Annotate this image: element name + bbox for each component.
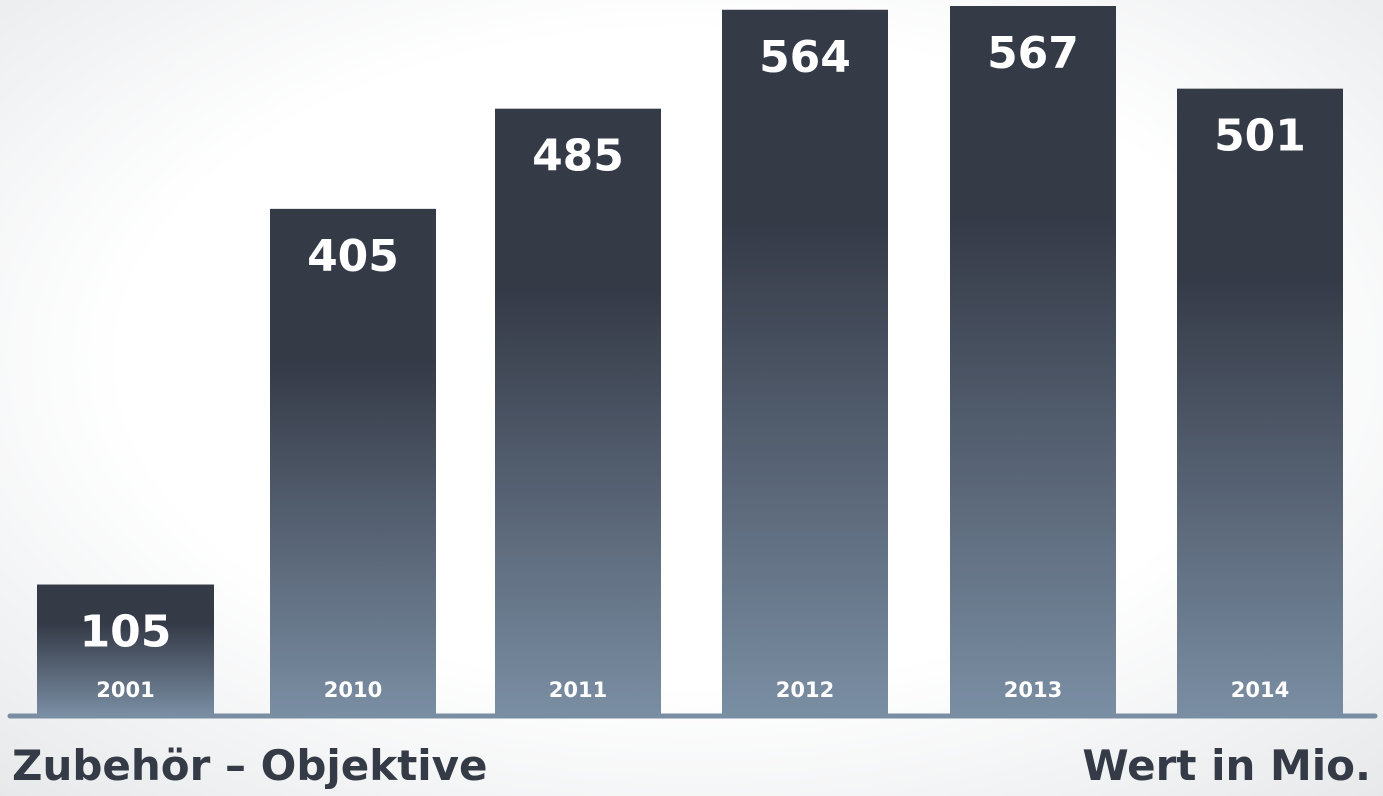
x-tick-label: 2010 — [324, 678, 382, 702]
x-tick-label: 2012 — [776, 678, 834, 702]
bar — [495, 108, 661, 716]
bar — [1177, 88, 1343, 716]
chart-title: Zubehör – Objektive — [12, 741, 488, 790]
x-tick-label: 2001 — [96, 678, 154, 702]
x-tick-label: 2011 — [549, 678, 607, 702]
bars: 105 2001 405 2010 485 2011 564 2012 567 2013 501 20… — [37, 6, 1343, 717]
x-tick-label: 2013 — [1004, 678, 1062, 702]
value-label: 564 — [759, 32, 851, 83]
x-tick-label: 2014 — [1231, 678, 1289, 702]
bar — [950, 6, 1116, 716]
unit-label: Wert in Mio. — [1082, 741, 1371, 790]
bar — [722, 9, 888, 717]
value-label: 405 — [307, 231, 399, 282]
value-label: 485 — [532, 131, 624, 182]
value-label: 105 — [80, 607, 172, 658]
value-label: 501 — [1214, 111, 1306, 162]
bar — [37, 584, 214, 716]
value-label: 567 — [987, 28, 1079, 79]
bar — [270, 208, 436, 716]
